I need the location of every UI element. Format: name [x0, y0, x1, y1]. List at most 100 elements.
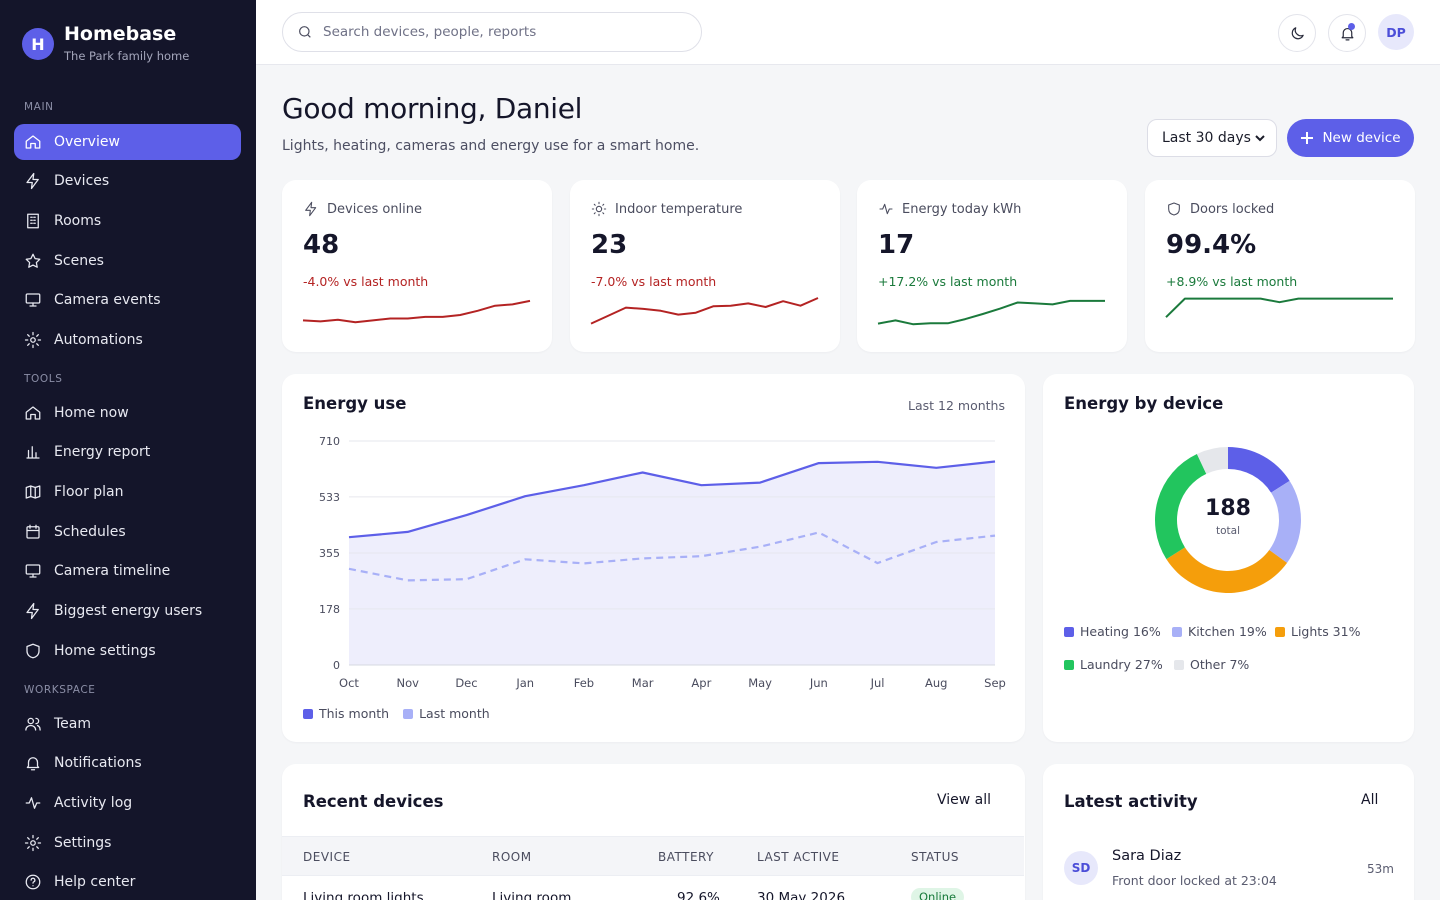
- legend-swatch: [403, 708, 414, 719]
- home-icon: [24, 133, 42, 151]
- notification-dot: [1348, 23, 1355, 30]
- theme-toggle-button[interactable]: [1278, 14, 1316, 52]
- page-title: Good morning, Daniel: [282, 92, 583, 125]
- sidebar-item-biggest-energy-users[interactable]: Biggest energy users: [14, 593, 241, 629]
- column-battery[interactable]: BATTERY: [658, 850, 714, 864]
- sidebar-item-automations[interactable]: Automations: [14, 322, 241, 358]
- shield-icon: [24, 642, 42, 660]
- sparkline-line: [877, 299, 1105, 326]
- search-input[interactable]: [323, 24, 683, 40]
- help-icon: [24, 873, 42, 891]
- sidebar-item-label: Notifications: [54, 755, 142, 771]
- donut-legend-other: Other 7%: [1174, 657, 1249, 672]
- donut-slice-lights: [1166, 547, 1288, 593]
- bar-chart-icon: [24, 443, 42, 461]
- date-range-select[interactable]: Last 30 days: [1147, 119, 1277, 157]
- sparkline: [302, 299, 531, 324]
- sidebar-item-team[interactable]: Team: [14, 706, 241, 742]
- x-tick-label: Jan: [515, 676, 534, 690]
- sidebar-item-help-center[interactable]: Help center: [14, 864, 241, 900]
- sidebar-item-home-settings[interactable]: Home settings: [14, 633, 241, 669]
- recent-devices-title: Recent devices: [303, 792, 444, 811]
- sidebar-item-energy-report[interactable]: Energy report: [14, 434, 241, 470]
- column-device[interactable]: DEVICE: [303, 850, 351, 864]
- x-tick-label: Feb: [574, 676, 594, 690]
- donut-center: 188 total: [1148, 496, 1308, 537]
- stat-delta: -7.0% vs last month: [591, 274, 717, 289]
- sidebar-item-home-now[interactable]: Home now: [14, 395, 241, 431]
- users-icon: [24, 715, 42, 733]
- star-icon: [24, 252, 42, 270]
- stat-label: Indoor temperature: [591, 201, 742, 217]
- recent-devices-card: Recent devices View all DEVICE ROOM BATT…: [282, 764, 1025, 900]
- legend-label: Heating 16%: [1080, 624, 1161, 639]
- avatar: SD: [1064, 851, 1098, 885]
- stat-delta: -4.0% vs last month: [303, 274, 429, 289]
- topbar: DP: [256, 0, 1440, 65]
- sidebar-item-overview[interactable]: Overview: [14, 124, 241, 160]
- y-tick-label: 178: [319, 603, 340, 616]
- activity-all-link[interactable]: All: [1361, 792, 1379, 808]
- sidebar-item-activity-log[interactable]: Activity log: [14, 785, 241, 821]
- sidebar-item-label: Help center: [54, 874, 136, 890]
- stat-card-doors-locked: Doors locked 99.4% +8.9% vs last month: [1145, 180, 1415, 352]
- sidebar-item-rooms[interactable]: Rooms: [14, 203, 241, 239]
- energy-donut-chart: [1155, 447, 1301, 593]
- stat-value: 48: [303, 230, 340, 260]
- donut-total: 188: [1205, 496, 1251, 521]
- sidebar-item-label: Automations: [54, 332, 143, 348]
- plus-icon: [1300, 131, 1314, 145]
- monitor-icon: [24, 562, 42, 580]
- column-last-active[interactable]: LAST ACTIVE: [757, 850, 840, 864]
- activity-icon: [878, 201, 894, 217]
- x-tick-label: Jul: [870, 676, 885, 690]
- stat-card-energy-today-kwh: Energy today kWh 17 +17.2% vs last month: [857, 180, 1127, 352]
- table-header: DEVICE ROOM BATTERY LAST ACTIVE STATUS: [282, 836, 1024, 876]
- notifications-button[interactable]: [1328, 14, 1366, 52]
- sidebar-item-scenes[interactable]: Scenes: [14, 243, 241, 279]
- legend-swatch: [303, 708, 313, 719]
- series-area-this-month: [349, 461, 995, 665]
- user-avatar[interactable]: DP: [1378, 14, 1414, 50]
- stat-card-indoor-temperature: Indoor temperature 23 -7.0% vs last month: [570, 180, 840, 352]
- stat-value: 99.4%: [1166, 230, 1257, 260]
- cell-battery: 92.6%: [677, 890, 720, 900]
- activity-description: Front door locked at 23:04: [1112, 873, 1277, 888]
- stat-delta: +8.9% vs last month: [1166, 274, 1298, 289]
- sidebar-item-settings[interactable]: Settings: [14, 825, 241, 861]
- bolt-icon: [24, 172, 42, 190]
- stat-card-devices-online: Devices online 48 -4.0% vs last month: [282, 180, 552, 352]
- y-tick-label: 355: [319, 547, 340, 560]
- column-room[interactable]: ROOM: [492, 850, 532, 864]
- new-device-button[interactable]: New device: [1287, 119, 1414, 157]
- sidebar-item-camera-events[interactable]: Camera events: [14, 282, 241, 318]
- brand-name: Homebase: [64, 23, 177, 45]
- donut-total-label: total: [1215, 525, 1240, 537]
- table-row[interactable]: Living room lights Living room 92.6% 30 …: [282, 876, 1024, 900]
- sparkline-line: [1165, 297, 1393, 318]
- x-tick-label: Aug: [925, 676, 947, 690]
- sidebar-item-label: Activity log: [54, 795, 133, 811]
- stat-label: Energy today kWh: [878, 201, 1021, 217]
- bell-icon: [24, 754, 42, 772]
- gear-icon: [24, 331, 42, 349]
- sidebar-item-schedules[interactable]: Schedules: [14, 514, 241, 550]
- search-box[interactable]: [282, 12, 702, 52]
- moon-icon: [1289, 25, 1306, 42]
- energy-use-card: Energy use Last 12 months 710 533 355 178 0 O…: [282, 374, 1025, 742]
- calendar-icon: [24, 523, 42, 541]
- series-line-this-month: [348, 460, 996, 539]
- x-tick-label: Apr: [691, 676, 711, 690]
- column-status[interactable]: STATUS: [911, 850, 960, 864]
- brand: H Homebase The Park family home: [22, 22, 189, 63]
- sidebar-item-notifications[interactable]: Notifications: [14, 745, 241, 781]
- legend-label: Lights 31%: [1291, 624, 1361, 639]
- brand-subtitle: The Park family home: [64, 49, 190, 63]
- new-device-label: New device: [1322, 130, 1401, 146]
- stat-label: Devices online: [303, 201, 422, 217]
- sidebar-item-devices[interactable]: Devices: [14, 163, 241, 199]
- sidebar-item-floor-plan[interactable]: Floor plan: [14, 474, 241, 510]
- view-all-link[interactable]: View all: [937, 792, 992, 808]
- latest-activity-title: Latest activity: [1064, 792, 1198, 811]
- sidebar-item-camera-timeline[interactable]: Camera timeline: [14, 553, 241, 589]
